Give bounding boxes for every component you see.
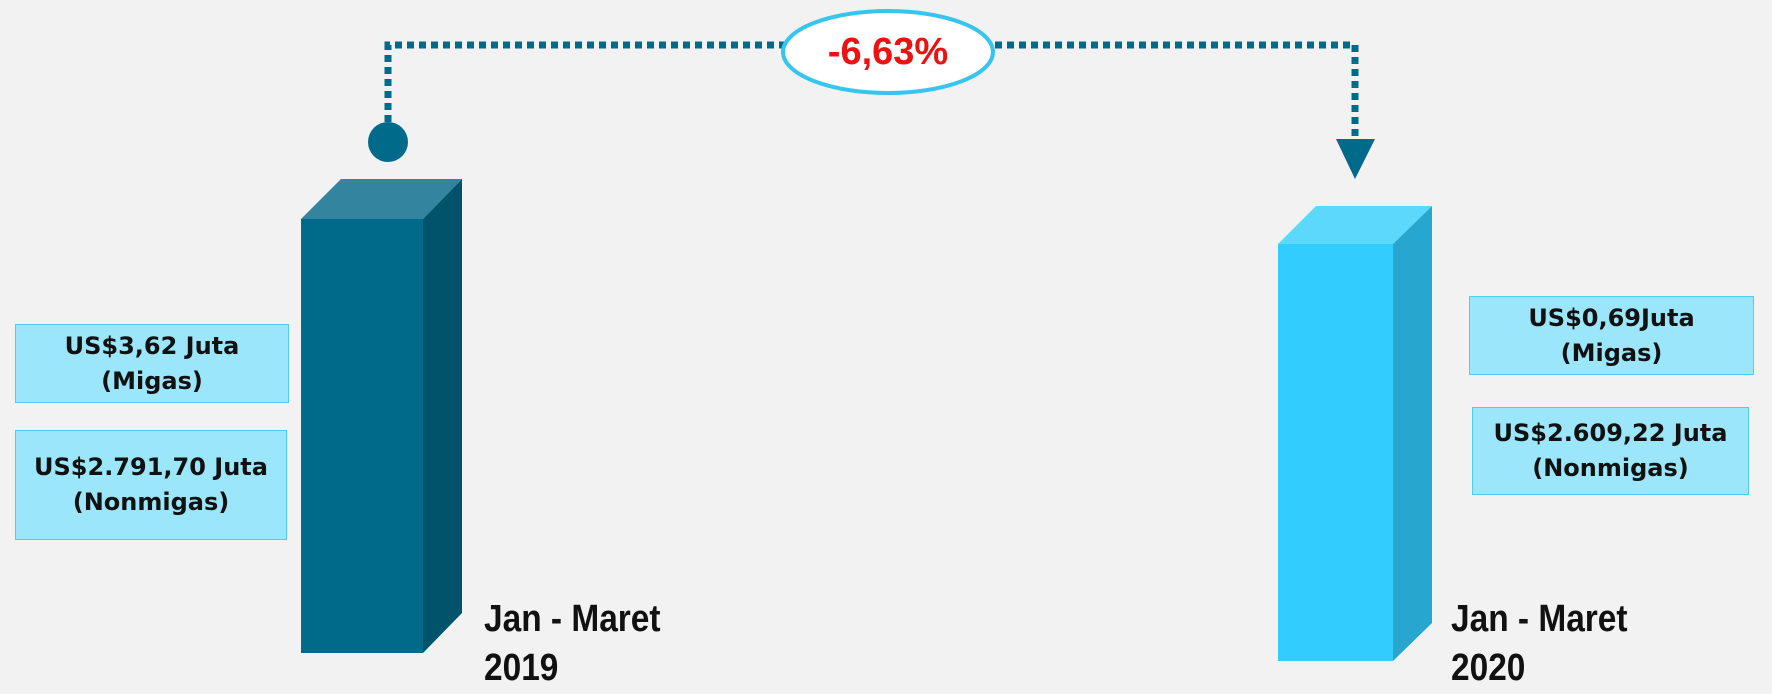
value-box: US$2.609,22 Juta (Nonmigas) xyxy=(1472,407,1749,495)
start-dot xyxy=(368,122,408,162)
bar-side xyxy=(1393,206,1432,661)
box-type: (Nonmigas) xyxy=(1532,454,1689,482)
change-label: -6,63% xyxy=(827,30,949,73)
period-label: Jan - Maret 2019 xyxy=(484,595,661,694)
box-type: (Migas) xyxy=(101,366,203,395)
box-value: US$2.791,70 Juta xyxy=(34,453,268,482)
value-box: US$2.791,70 Juta (Nonmigas) xyxy=(15,430,287,540)
box-value: US$2.609,22 Juta xyxy=(1493,419,1728,448)
period-name: Jan - Maret xyxy=(1451,598,1628,640)
bar-front xyxy=(301,219,423,653)
period-year: 2019 xyxy=(484,647,559,690)
bar-top xyxy=(301,179,462,219)
box-value: US$0,69Juta xyxy=(1528,303,1695,332)
period-label: Jan - Maret 2020 xyxy=(1451,595,1628,694)
arrow-head xyxy=(1336,139,1375,179)
period-year: 2020 xyxy=(1451,647,1526,690)
period-name: Jan - Maret xyxy=(484,598,661,640)
box-value: US$3,62 Juta xyxy=(64,331,240,360)
change-ellipse xyxy=(781,9,995,95)
bar-front xyxy=(1278,244,1393,661)
box-type: (Nonmigas) xyxy=(72,488,230,516)
value-box: US$0,69Juta (Migas) xyxy=(1469,296,1754,375)
bar-top xyxy=(1278,206,1432,244)
box-type: (Migas) xyxy=(1560,338,1663,367)
value-box: US$3,62 Juta (Migas) xyxy=(15,324,289,403)
bar-side xyxy=(423,179,462,653)
connector xyxy=(384,41,1359,140)
